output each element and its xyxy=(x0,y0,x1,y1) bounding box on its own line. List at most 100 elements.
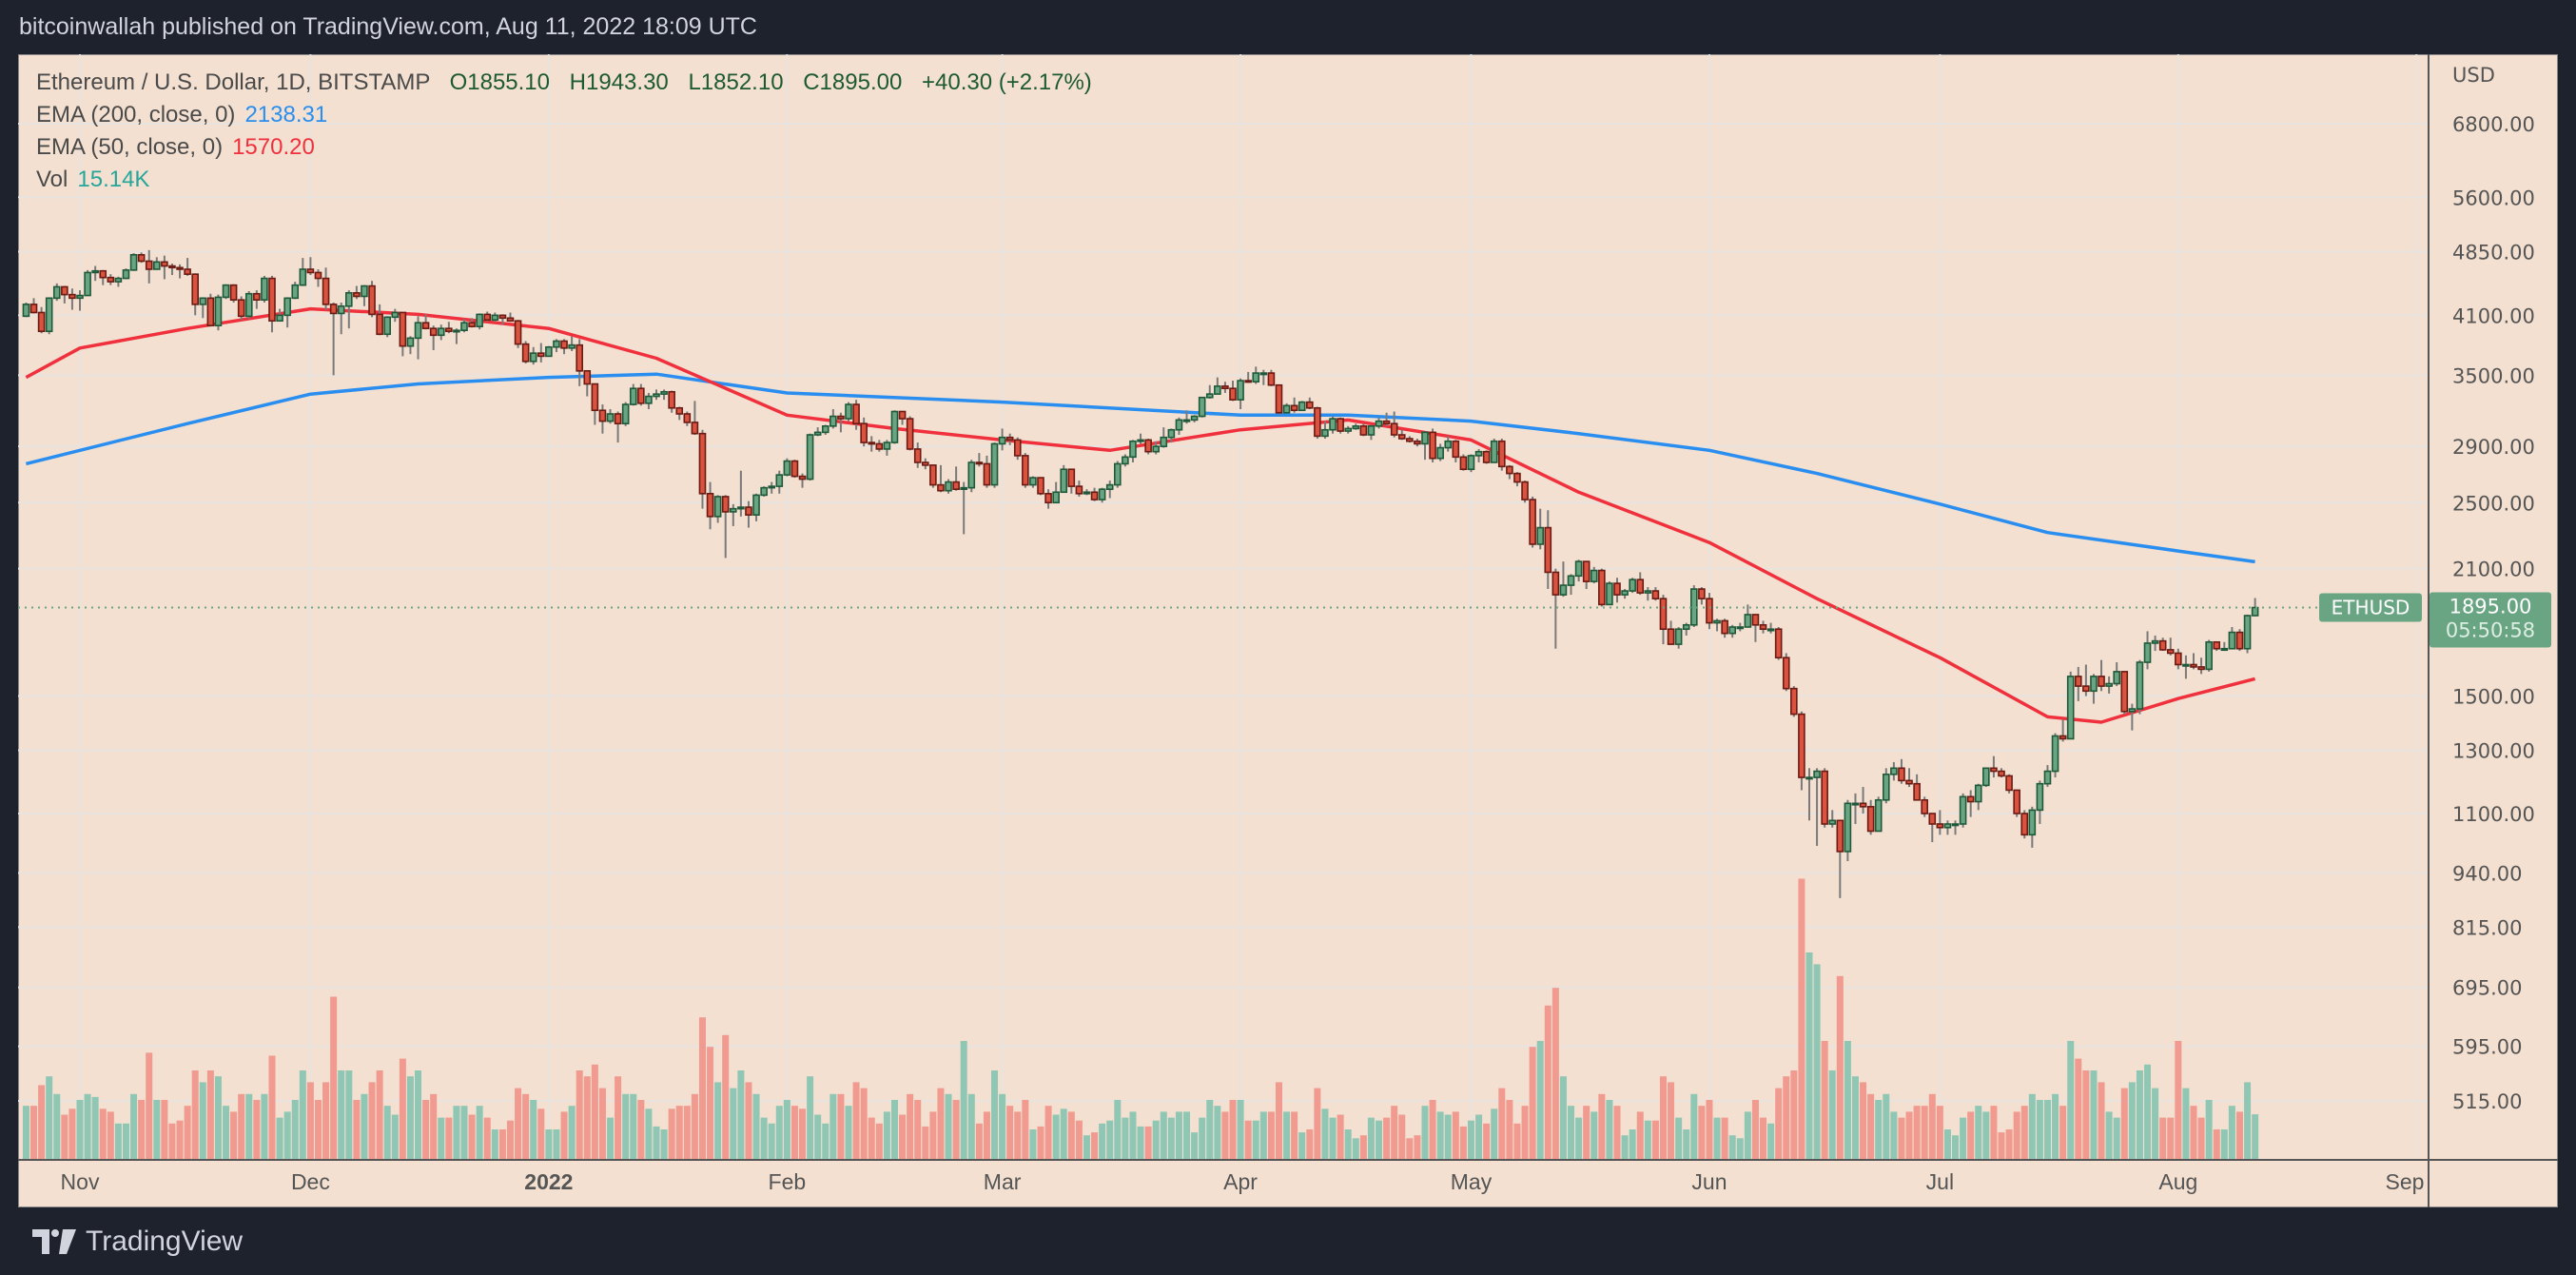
volume-bar xyxy=(845,1106,852,1159)
candle-down xyxy=(29,304,38,314)
volume-bar xyxy=(1052,1114,1060,1159)
candle-down xyxy=(860,422,868,443)
price-tick-label: 2900.00 xyxy=(2452,436,2535,459)
legend-vol-row: Vol 15.14K xyxy=(36,164,1092,196)
volume-bar xyxy=(1798,878,1805,1159)
volume-bar xyxy=(1683,1129,1690,1159)
volume-bar xyxy=(1214,1106,1221,1159)
candle-up xyxy=(1805,776,1813,780)
volume-bar xyxy=(615,1076,622,1159)
candle-up xyxy=(1436,446,1444,460)
volume-bar xyxy=(1044,1106,1052,1159)
volume-bar xyxy=(1890,1111,1898,1159)
volume-bar xyxy=(376,1070,383,1159)
price-tick-label: 2500.00 xyxy=(2452,492,2535,515)
candle-down xyxy=(237,299,245,318)
volume-bar xyxy=(2197,1117,2205,1159)
volume-bar xyxy=(2075,1058,2082,1159)
volume-bar xyxy=(422,1100,430,1159)
candle-up xyxy=(1182,419,1191,422)
volume-bar xyxy=(84,1093,91,1159)
candle-down xyxy=(1397,434,1406,440)
volume-bar xyxy=(91,1096,99,1159)
candle-up xyxy=(1567,575,1575,586)
time-axis[interactable]: Nov Dec 2022 Feb Mar Apr May Jun Jul Aug Sep xyxy=(61,1169,2425,1194)
chart-pane[interactable] xyxy=(18,54,2558,1207)
candle-up xyxy=(344,292,353,307)
candle-up xyxy=(453,329,460,333)
volume-bar xyxy=(68,1108,76,1159)
candle-up xyxy=(2136,661,2144,710)
candle-up xyxy=(299,268,307,286)
candle-up xyxy=(361,284,368,298)
candle-up xyxy=(491,314,499,322)
volume-bar xyxy=(483,1117,491,1159)
candle-up xyxy=(1744,614,1752,628)
candle-down xyxy=(1390,422,1398,436)
candle-down xyxy=(2082,685,2090,693)
volume-bar xyxy=(2036,1100,2043,1159)
volume-bar xyxy=(1060,1108,1067,1159)
candle-up xyxy=(529,352,537,363)
volume-bar xyxy=(1352,1138,1359,1159)
candle-up xyxy=(629,387,637,405)
volume-bar xyxy=(1821,1041,1828,1159)
volume-bar xyxy=(2167,1117,2175,1159)
volume-bar xyxy=(1698,1106,1706,1159)
candle-down xyxy=(306,268,315,274)
candle-down xyxy=(1229,387,1237,401)
ema50-label[interactable]: EMA (50, close, 0) xyxy=(36,134,224,160)
volume-bar xyxy=(1229,1100,1237,1159)
candle-down xyxy=(206,297,215,326)
volume-bar xyxy=(1221,1111,1229,1159)
ema200-label[interactable]: EMA (200, close, 0) xyxy=(36,102,236,128)
volume-bar xyxy=(30,1106,38,1159)
candle-up xyxy=(621,403,630,425)
candle-up xyxy=(2043,770,2052,785)
volume-bar xyxy=(322,1082,330,1159)
candle-up xyxy=(2036,782,2044,812)
volume-bar xyxy=(2213,1129,2220,1159)
candle-up xyxy=(1344,427,1352,432)
volume-bar xyxy=(2175,1041,2182,1159)
candle-down xyxy=(1275,383,1283,414)
volume-bar xyxy=(1167,1117,1175,1159)
volume-bar xyxy=(1314,1088,1321,1159)
volume-bar xyxy=(899,1114,907,1159)
candle-up xyxy=(2143,642,2152,663)
candle-down xyxy=(2175,652,2182,666)
volume-bar xyxy=(1067,1111,1075,1159)
candle-up xyxy=(1467,455,1475,471)
vol-label[interactable]: Vol xyxy=(36,167,68,192)
candle-up xyxy=(660,390,668,395)
volume-bar xyxy=(1990,1106,1998,1159)
candle-down xyxy=(1429,431,1436,460)
candle-down xyxy=(929,464,937,486)
candle-down xyxy=(2197,666,2205,671)
symbol-title[interactable]: Ethereum / U.S. Dollar, 1D, BITSTAMP xyxy=(36,69,430,95)
volume-bar xyxy=(2120,1088,2128,1159)
candle-up xyxy=(1237,380,1244,401)
price-tick-label: 4850.00 xyxy=(2452,242,2535,265)
volume-bar xyxy=(1506,1100,1513,1159)
last-price: 1895.00 xyxy=(2449,596,2532,618)
volume-bar xyxy=(607,1117,615,1159)
candle-up xyxy=(1728,626,1736,635)
candle-down xyxy=(514,320,522,345)
volume-bar xyxy=(1406,1138,1414,1159)
candle-down xyxy=(506,317,515,323)
volume-bar xyxy=(1598,1093,1606,1159)
volume-bar xyxy=(2235,1111,2243,1159)
volume-bar xyxy=(176,1120,184,1159)
volume-bar xyxy=(1114,1100,1122,1159)
price-axis[interactable]: 6800.00 5600.00 4850.00 4100.00 3500.00 2900.… xyxy=(2452,113,2535,1113)
candle-down xyxy=(1513,472,1521,483)
candle-up xyxy=(1152,445,1160,453)
volume-bar xyxy=(114,1123,122,1159)
candle-up xyxy=(2028,809,2037,836)
volume-bar xyxy=(691,1093,698,1159)
volume-bar xyxy=(1267,1111,1275,1159)
candle-up xyxy=(244,292,253,318)
candle-up xyxy=(990,442,999,486)
